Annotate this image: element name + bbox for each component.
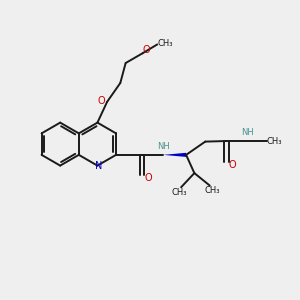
Text: O: O [229, 160, 236, 170]
Text: O: O [98, 96, 105, 106]
Text: N: N [95, 160, 103, 171]
Text: CH₃: CH₃ [204, 186, 220, 195]
Text: CH₃: CH₃ [172, 188, 188, 197]
Text: NH: NH [157, 142, 169, 151]
Polygon shape [163, 153, 186, 157]
Text: CH₃: CH₃ [266, 136, 282, 146]
Text: NH: NH [241, 128, 254, 137]
Text: CH₃: CH₃ [158, 39, 173, 48]
Text: O: O [142, 45, 150, 55]
Text: O: O [144, 173, 152, 183]
